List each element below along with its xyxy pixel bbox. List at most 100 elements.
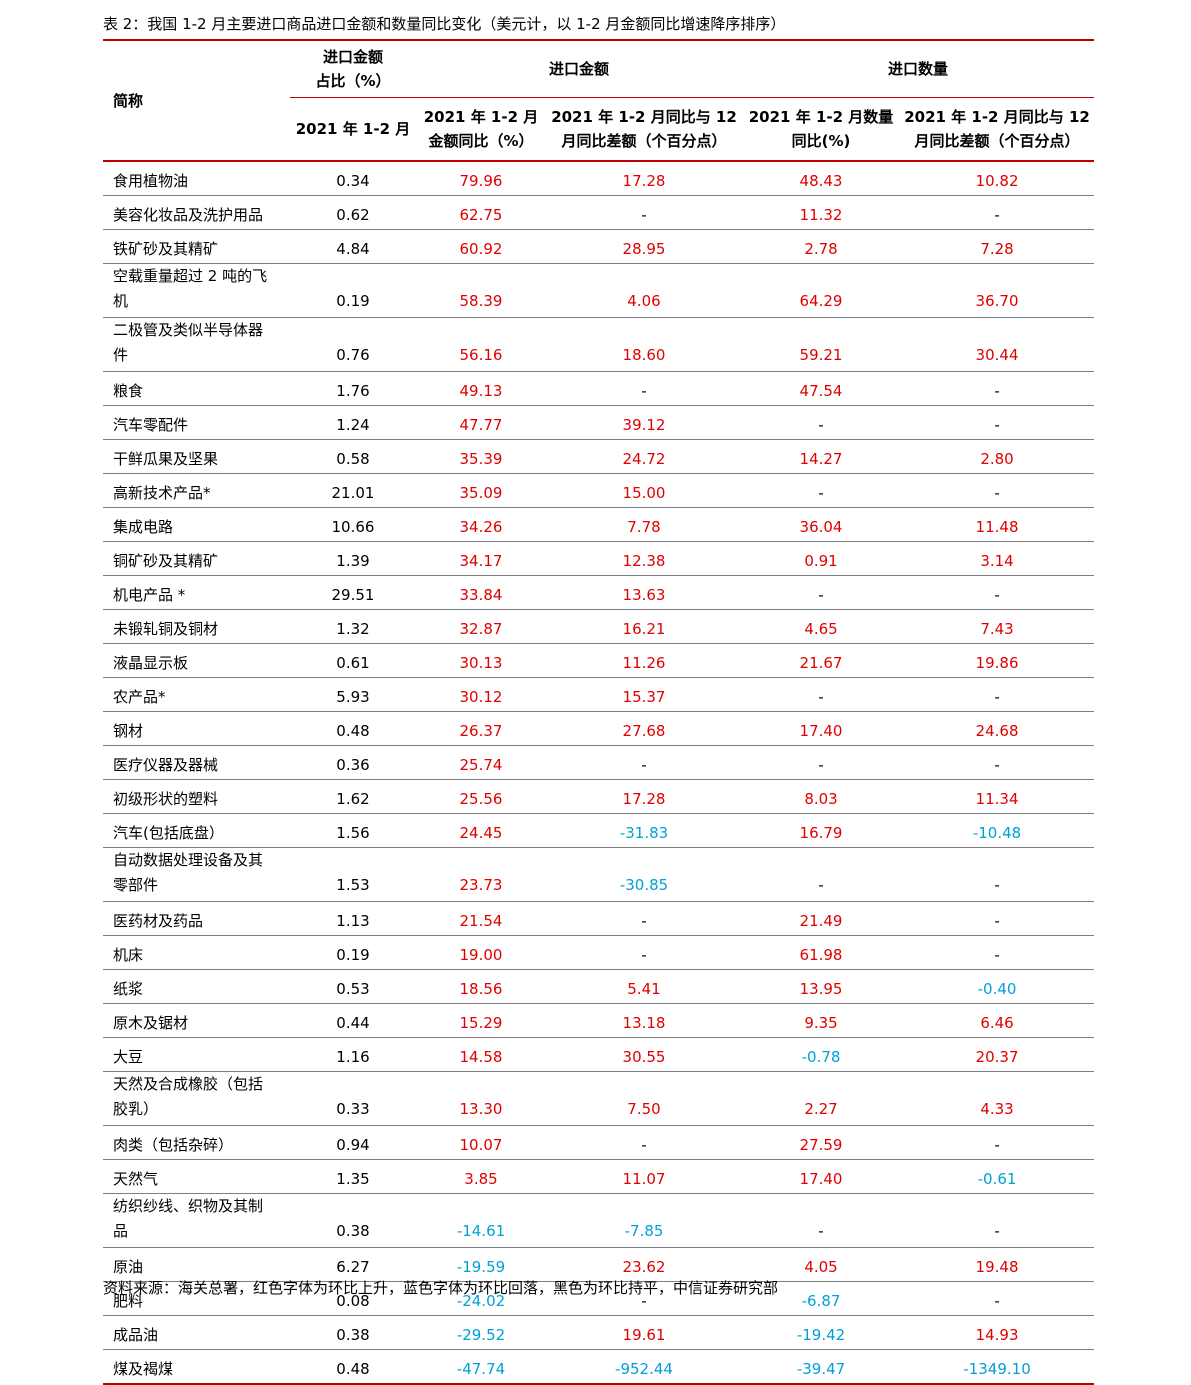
table-row: 集成电路 10.66 34.26 7.78 36.04 11.48 [103, 507, 1095, 542]
cell-name: 纸浆 [103, 969, 290, 1004]
cell-qty-diff: - [900, 405, 1095, 440]
cell-qty-diff: 4.33 [900, 1071, 1095, 1126]
cell-name: 医药材及药品 [103, 901, 290, 936]
cell-amount-diff: 24.72 [546, 439, 743, 474]
cell-share: 21.01 [290, 473, 416, 508]
cell-name: 天然气 [103, 1159, 290, 1194]
cell-amount-diff: -31.83 [546, 813, 743, 848]
table-row: 粮食 1.76 49.13-47.54- [103, 371, 1095, 406]
cell-amount-yoy: 26.37 [416, 711, 546, 746]
cell-name: 空载重量超过 2 吨的飞机 [103, 263, 290, 318]
cell-qty-yoy: 4.65 [742, 609, 901, 644]
cell-name: 未锻轧铜及铜材 [103, 609, 290, 644]
cell-name: 干鲜瓜果及坚果 [103, 439, 290, 474]
cell-name: 大豆 [103, 1037, 290, 1072]
table-row: 成品油 0.38 -29.52 19.61 -19.42 14.93 [103, 1315, 1095, 1350]
cell-qty-yoy: -39.47 [742, 1349, 901, 1385]
table-row: 纸浆 0.53 18.56 5.41 13.95 -0.40 [103, 969, 1095, 1004]
cell-qty-yoy: 9.35 [742, 1003, 901, 1038]
cell-qty-diff: - [900, 1193, 1095, 1248]
table-row: 二极管及类似半导体器件 0.76 56.16 18.60 59.21 30.44 [103, 317, 1095, 372]
cell-qty-yoy: 48.43 [742, 161, 901, 196]
cell-name: 天然及合成橡胶（包括 胶乳） [103, 1071, 290, 1126]
cell-qty-yoy: 11.32 [742, 195, 901, 230]
cell-amount-yoy: 30.12 [416, 677, 546, 712]
cell-amount-diff: -30.85 [546, 847, 743, 902]
cell-qty-yoy: 4.05 [742, 1247, 901, 1282]
table-title: 表 2：我国 1-2 月主要进口商品进口金额和数量同比变化（美元计，以 1-2 … [103, 15, 786, 33]
cell-amount-diff: 28.95 [546, 229, 743, 264]
cell-name: 初级形状的塑料 [103, 779, 290, 814]
cell-amount-diff: 17.28 [546, 161, 743, 196]
cell-qty-diff: -1349.10 [900, 1349, 1095, 1385]
cell-amount-yoy: 32.87 [416, 609, 546, 644]
import-table: 简称 进口金额 占比（%） 进口金额 进口数量 2021 年 1-2 月 2021… [103, 41, 1095, 1385]
cell-qty-yoy: -0.78 [742, 1037, 901, 1072]
cell-amount-diff: 5.41 [546, 969, 743, 1004]
cell-amount-yoy: 60.92 [416, 229, 546, 264]
cell-qty-yoy: 17.40 [742, 711, 901, 746]
cell-amount-diff: 19.61 [546, 1315, 743, 1350]
cell-share: 1.16 [290, 1037, 416, 1072]
table-row: 铜矿砂及其精矿 1.39 34.17 12.38 0.91 3.14 [103, 541, 1095, 576]
cell-qty-yoy: 13.95 [742, 969, 901, 1004]
header-quantity-group: 进口数量 [742, 41, 1095, 98]
cell-qty-yoy: 14.27 [742, 439, 901, 474]
cell-qty-diff: 6.46 [900, 1003, 1095, 1038]
cell-share: 0.19 [290, 263, 416, 318]
cell-qty-yoy: - [742, 1193, 901, 1248]
cell-qty-diff: 10.82 [900, 161, 1095, 196]
cell-amount-yoy: 19.00 [416, 935, 546, 970]
cell-qty-diff: 24.68 [900, 711, 1095, 746]
table-row: 美容化妆品及洗护用品 0.62 62.75-11.32- [103, 195, 1095, 230]
cell-qty-yoy: 21.49 [742, 901, 901, 936]
cell-qty-yoy: 17.40 [742, 1159, 901, 1194]
cell-qty-diff: -0.40 [900, 969, 1095, 1004]
table-row: 汽车(包括底盘） 1.56 24.45 -31.83 16.79 -10.48 [103, 813, 1095, 848]
header-qty-diff: 2021 年 1-2 月同比与 12 月同比差额（个百分点） [900, 97, 1095, 162]
cell-name: 机床 [103, 935, 290, 970]
cell-share: 0.62 [290, 195, 416, 230]
cell-amount-diff: 11.07 [546, 1159, 743, 1194]
table-row: 医疗仪器及器械 0.36 25.74- - - [103, 745, 1095, 780]
cell-amount-yoy: 15.29 [416, 1003, 546, 1038]
cell-amount-yoy: -29.52 [416, 1315, 546, 1350]
cell-qty-diff: 36.70 [900, 263, 1095, 318]
cell-name: 肉类（包括杂碎） [103, 1125, 290, 1160]
table-row: 干鲜瓜果及坚果 0.58 35.39 24.72 14.27 2.80 [103, 439, 1095, 474]
table-row: 铁矿砂及其精矿 4.84 60.92 28.95 2.78 7.28 [103, 229, 1095, 264]
cell-share: 1.56 [290, 813, 416, 848]
table-body: 食用植物油 0.34 79.96 17.28 48.43 10.82 美容化妆品及洗护用品 0… [103, 161, 1095, 1385]
cell-amount-diff: 4.06 [546, 263, 743, 318]
cell-name: 肥料 [103, 1281, 290, 1316]
cell-share: 0.34 [290, 161, 416, 196]
cell-qty-yoy: -6.87 [742, 1281, 901, 1316]
cell-name: 铁矿砂及其精矿 [103, 229, 290, 264]
cell-share: 0.48 [290, 1349, 416, 1385]
source-note: 资料来源：海关总署，红色字体为环比上升，蓝色字体为环比回落，黑色为环比持平，中信… [103, 1279, 779, 1297]
cell-name: 集成电路 [103, 507, 290, 542]
cell-amount-yoy: 58.39 [416, 263, 546, 318]
cell-qty-yoy: 21.67 [742, 643, 901, 678]
cell-share: 10.66 [290, 507, 416, 542]
cell-amount-diff: 18.60 [546, 317, 743, 372]
cell-name: 铜矿砂及其精矿 [103, 541, 290, 576]
table-row: 液晶显示板 0.61 30.13 11.26 21.67 19.86 [103, 643, 1095, 678]
cell-qty-yoy: - [742, 745, 901, 780]
table-row: 原木及锯材 0.44 15.29 13.18 9.35 6.46 [103, 1003, 1095, 1038]
table-row: 未锻轧铜及铜材 1.32 32.87 16.21 4.65 7.43 [103, 609, 1095, 644]
cell-name: 美容化妆品及洗护用品 [103, 195, 290, 230]
cell-share: 0.38 [290, 1193, 416, 1248]
cell-amount-diff: 7.50 [546, 1071, 743, 1126]
cell-qty-diff: - [900, 745, 1095, 780]
cell-amount-yoy: 3.85 [416, 1159, 546, 1194]
cell-qty-diff: - [900, 901, 1095, 936]
cell-qty-diff: 7.43 [900, 609, 1095, 644]
cell-amount-yoy: 47.77 [416, 405, 546, 440]
cell-qty-diff: - [900, 575, 1095, 610]
cell-share: 0.08 [290, 1281, 416, 1316]
cell-amount-diff: -7.85 [546, 1193, 743, 1248]
table-row: 原油 6.27 -19.59 23.62 4.05 19.48 [103, 1247, 1095, 1282]
cell-amount-diff: 16.21 [546, 609, 743, 644]
table-row: 纺织纱线、织物及其制品 0.38 -14.61 -7.85- - [103, 1193, 1095, 1248]
